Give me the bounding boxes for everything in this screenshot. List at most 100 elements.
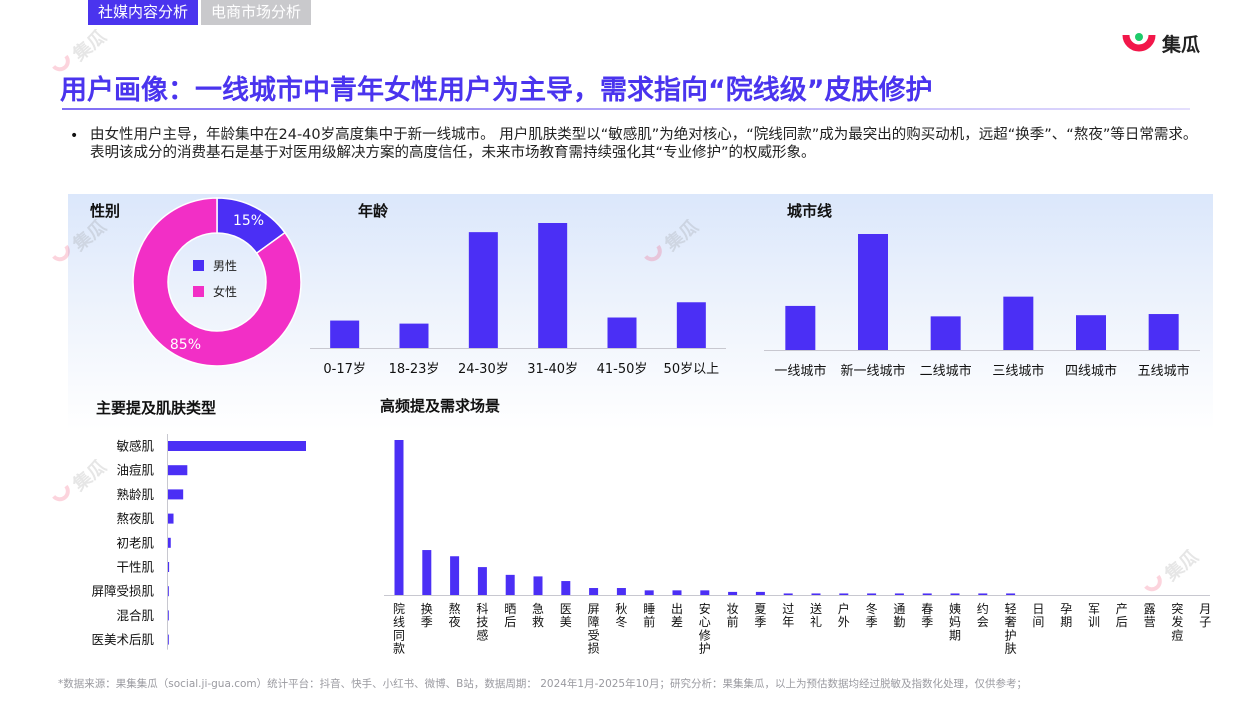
scene-bar xyxy=(561,581,571,595)
scene-tick-char: 约 xyxy=(977,601,989,616)
skin-bar xyxy=(168,634,169,645)
scene-tick-label: 军训 xyxy=(1088,602,1100,629)
chart-title-gender: 性别 xyxy=(90,202,120,220)
skin-bar xyxy=(168,562,170,572)
scene-tick-char: 季 xyxy=(921,615,933,629)
scene-bar xyxy=(616,588,626,595)
scene-tick-char: 军 xyxy=(1088,602,1100,616)
city-bar xyxy=(858,234,888,350)
scene-tick-label: 科技感 xyxy=(476,602,488,642)
scene-tick-char: 季 xyxy=(421,615,433,629)
scene-bar xyxy=(728,591,738,595)
scene-tick-char: 线 xyxy=(393,615,405,629)
age-bar xyxy=(676,302,706,348)
scene-tick-char: 熬 xyxy=(449,601,461,616)
scene-tick-char: 夏 xyxy=(754,602,766,616)
scene-tick-label: 秋冬 xyxy=(615,602,627,629)
scene-tick-char: 痘 xyxy=(1171,627,1183,642)
scene-tick-char: 孕 xyxy=(1060,602,1072,616)
scene-tick-label: 突发痘 xyxy=(1171,601,1183,642)
chart-title-age: 年龄 xyxy=(358,202,389,220)
watermark-logo-icon xyxy=(52,484,70,502)
scene-tick-char: 期 xyxy=(949,628,961,642)
title-divider xyxy=(62,108,1190,110)
scene-tick-char: 会 xyxy=(977,615,989,629)
age-bar xyxy=(607,317,637,348)
city-tick-label: 新一线城市 xyxy=(840,363,905,379)
scene-tick-char: 急 xyxy=(532,601,544,616)
age-tick-label: 50岁以上 xyxy=(664,362,720,377)
skin-tick-label: 医美术后肌 xyxy=(91,632,154,647)
scene-tick-label: 约会 xyxy=(977,601,989,629)
scene-tick-char: 年 xyxy=(782,615,794,629)
watermark-logo-icon xyxy=(644,244,662,262)
skin-tick-label: 熟龄肌 xyxy=(116,487,154,502)
watermark-logo-icon xyxy=(52,54,70,72)
scene-tick-char: 过 xyxy=(782,602,794,616)
skin-tick-label: 油痘肌 xyxy=(116,463,154,478)
scene-bar xyxy=(394,440,404,595)
scene-tick-char: 户 xyxy=(838,601,850,616)
summary-text: 由女性用户主导，年龄集中在24-40岁高度集中于新一线城市。 用户肌肤类型以“敏… xyxy=(90,127,1198,161)
scene-tick-char: 冬 xyxy=(615,614,627,629)
scene-tick-char: 修 xyxy=(699,627,711,642)
tab-social-content[interactable]: 社媒内容分析 xyxy=(88,0,199,25)
scene-tick-label: 露营 xyxy=(1144,602,1156,629)
donut-value-label: 15% xyxy=(233,213,264,229)
skin-tick-label: 混合肌 xyxy=(116,608,154,623)
footer-source: *数据来源：果集集瓜（social.ji-gua.com）统计平台：抖音、快手、… xyxy=(58,678,1027,690)
scene-bar xyxy=(811,593,821,595)
watermark: 集瓜 xyxy=(639,213,703,273)
skin-tick-label: 熬夜肌 xyxy=(116,511,154,526)
scene-tick-char: 前 xyxy=(643,614,655,629)
scene-tick-char: 感 xyxy=(476,627,488,642)
scene-tick-label: 过年 xyxy=(782,602,794,629)
city-tick-label: 一线城市 xyxy=(774,363,826,379)
scene-bar xyxy=(894,593,904,595)
scene-tick-label: 屏障受损 xyxy=(588,602,600,656)
scene-tick-char: 晒 xyxy=(504,602,516,616)
scene-tick-char: 产 xyxy=(1116,602,1128,616)
bullet-icon: • xyxy=(70,128,79,144)
scene-bar xyxy=(755,591,765,595)
scene-tick-label: 通勤 xyxy=(893,602,905,629)
scene-tick-label: 睡前 xyxy=(643,602,655,629)
scene-tick-char: 差 xyxy=(671,615,683,629)
scene-tick-label: 急救 xyxy=(532,601,544,629)
scene-tick-label: 医美 xyxy=(560,602,572,629)
skin-bar xyxy=(168,610,169,621)
scene-bar xyxy=(922,593,932,595)
scene-tick-char: 春 xyxy=(921,602,933,616)
scene-tick-char: 期 xyxy=(1060,615,1072,629)
age-tick-label: 41-50岁 xyxy=(597,362,648,377)
scene-tick-label: 产后 xyxy=(1116,602,1128,629)
scene-tick-label: 换季 xyxy=(421,602,433,629)
scene-tick-char: 月 xyxy=(1199,602,1211,616)
scene-tick-label: 户外 xyxy=(838,601,850,629)
scene-bar xyxy=(672,590,682,595)
age-tick-label: 18-23岁 xyxy=(389,362,440,377)
city-bar xyxy=(785,305,816,350)
scene-tick-char: 睡 xyxy=(643,602,655,616)
charts-panel xyxy=(68,194,1213,666)
scene-bar xyxy=(450,556,460,595)
scene-tick-char: 科 xyxy=(476,602,488,616)
skin-bar xyxy=(168,465,188,476)
tab-ecommerce-market[interactable]: 电商市场分析 xyxy=(201,0,312,25)
scene-tick-char: 日 xyxy=(1032,602,1044,616)
scene-bar xyxy=(700,590,710,595)
scene-tick-char: 营 xyxy=(1144,615,1156,629)
tab-bar: 社媒内容分析 电商市场分析 xyxy=(88,0,314,25)
chart-title-city: 城市线 xyxy=(787,202,832,220)
scene-tick-char: 护 xyxy=(699,642,711,656)
skin-bar xyxy=(168,489,184,500)
skin-bar xyxy=(168,513,174,524)
scene-tick-label: 轻奢护肤 xyxy=(1005,602,1017,656)
scene-tick-char: 技 xyxy=(476,615,488,629)
age-tick-label: 31-40岁 xyxy=(527,362,578,377)
scene-tick-label: 院线同款 xyxy=(393,602,405,656)
age-tick-label: 0-17岁 xyxy=(323,362,366,377)
scene-bar xyxy=(505,574,515,595)
scene-tick-char: 受 xyxy=(588,628,600,642)
